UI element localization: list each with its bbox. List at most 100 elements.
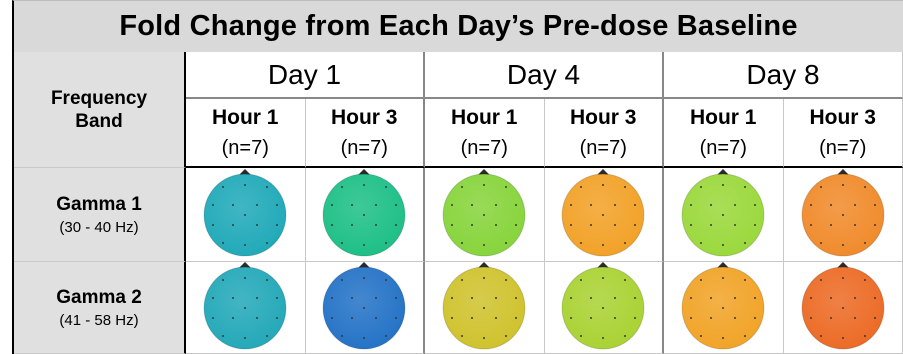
electrode-dot: [819, 185, 822, 188]
electrode-dot: [212, 316, 215, 319]
electrode-dot: [483, 243, 486, 246]
electrode-dot: [722, 243, 725, 246]
electrode-dot: [602, 213, 605, 216]
electrode-dot: [754, 296, 757, 299]
electrode-dot: [451, 203, 454, 206]
electrode-dot: [710, 203, 713, 206]
electrode-dot: [244, 213, 247, 216]
electrode-dot: [602, 306, 605, 309]
electrode-dot: [634, 203, 637, 206]
topomap-cell: [664, 168, 784, 262]
electrode-dot: [266, 241, 269, 244]
electrode-dot: [722, 213, 725, 216]
electrode-dot: [570, 203, 573, 206]
electrode-dot: [634, 223, 637, 226]
electrode-dot: [232, 223, 235, 226]
electrode-dot: [505, 241, 508, 244]
electrode-dot: [841, 306, 844, 309]
nose-marker: [597, 168, 610, 175]
electrode-dot: [744, 241, 747, 244]
sample-size-label: (n=7): [819, 136, 867, 159]
electrode-dot: [624, 185, 627, 188]
electrode-dot: [363, 213, 366, 216]
electrode-dot: [754, 203, 757, 206]
electrode-dot: [483, 213, 486, 216]
scalp-topomap: [561, 261, 645, 349]
band-row-header: Gamma 1 (30 - 40 Hz): [14, 168, 186, 262]
electrode-dot: [809, 203, 812, 206]
band-range: (30 - 40 Hz): [59, 218, 139, 236]
band-name: Gamma 1: [56, 193, 142, 215]
sample-size-label: (n=7): [699, 136, 747, 159]
electrode-dot: [244, 243, 247, 246]
electrode-dot: [244, 276, 247, 279]
electrode-dot: [505, 334, 508, 337]
electrode-dot: [602, 276, 605, 279]
electrode-dot: [863, 278, 866, 281]
electrode-dot: [363, 336, 366, 339]
electrode-dot: [266, 278, 269, 281]
electrode-dot: [232, 203, 235, 206]
hour-label: Hour 1: [450, 105, 518, 129]
electrode-dot: [212, 296, 215, 299]
electrode-dot: [363, 243, 366, 246]
electrode-dot: [222, 241, 225, 244]
electrode-dot: [624, 278, 627, 281]
nose-marker: [239, 261, 252, 268]
hour-header: Hour 3 (n=7): [305, 99, 425, 168]
electrode-dot: [744, 185, 747, 188]
electrode-dot: [841, 183, 844, 186]
electrode-dot: [873, 296, 876, 299]
topomap-cell: [305, 168, 425, 262]
electrode-dot: [809, 223, 812, 226]
electrode-dot: [624, 241, 627, 244]
hour-label: Hour 1: [689, 105, 757, 129]
electrode-dot: [331, 203, 334, 206]
electrode-dot: [471, 203, 474, 206]
hour-header: Hour 1 (n=7): [186, 99, 306, 168]
electrode-dot: [331, 296, 334, 299]
topomap-cell: [783, 168, 903, 262]
electrode-dot: [363, 183, 366, 186]
electrode-dot: [700, 334, 703, 337]
electrode-dot: [471, 316, 474, 319]
topomap-cell: [544, 261, 664, 354]
electrode-dot: [744, 334, 747, 337]
nose-marker: [358, 168, 371, 175]
topomap-cell: [186, 168, 306, 262]
band-name: Gamma 2: [56, 286, 142, 308]
electrode-dot: [734, 316, 737, 319]
electrode-dot: [590, 203, 593, 206]
electrode-dot: [222, 334, 225, 337]
nose-marker: [478, 168, 491, 175]
scalp-topomap: [322, 261, 406, 349]
electrode-dot: [471, 223, 474, 226]
title-bar: Fold Change from Each Day’s Pre-dose Bas…: [12, 0, 903, 52]
electrode-dot: [734, 223, 737, 226]
electrode-dot: [570, 316, 573, 319]
electrode-dot: [634, 316, 637, 319]
electrode-dot: [722, 183, 725, 186]
electrode-dot: [232, 296, 235, 299]
nose-marker: [239, 168, 252, 175]
scalp-topomap: [801, 168, 885, 256]
scalp-outline: [561, 266, 645, 349]
scalp-outline: [561, 173, 645, 256]
electrode-dot: [722, 276, 725, 279]
figure-title: Fold Change from Each Day’s Pre-dose Bas…: [119, 10, 798, 42]
electrode-dot: [690, 223, 693, 226]
electrode-dot: [841, 213, 844, 216]
electrode-dot: [395, 296, 398, 299]
scalp-topomap: [203, 168, 287, 256]
electrode-dot: [341, 185, 344, 188]
electrode-dot: [495, 316, 498, 319]
electrode-dot: [819, 241, 822, 244]
scalp-topomap: [561, 168, 645, 256]
electrode-dot: [461, 334, 464, 337]
electrode-dot: [853, 316, 856, 319]
electrode-dot: [385, 185, 388, 188]
scalp-topomap: [681, 261, 765, 349]
electrode-dot: [873, 223, 876, 226]
electrode-dot: [385, 334, 388, 337]
